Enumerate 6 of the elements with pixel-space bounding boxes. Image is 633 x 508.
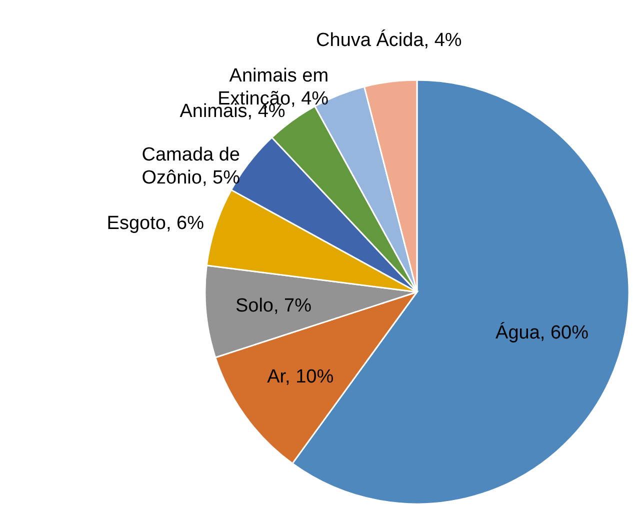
- slice-label: Solo, 7%: [235, 296, 312, 317]
- slice-label: Chuva Ácida, 4%: [316, 28, 462, 51]
- slice-label: Água, 60%: [496, 322, 589, 344]
- slice-label: Esgoto, 6%: [106, 212, 204, 234]
- slice-label: Camada de Ozônio, 5%: [142, 144, 240, 189]
- slice-label: Ar, 10%: [267, 366, 334, 388]
